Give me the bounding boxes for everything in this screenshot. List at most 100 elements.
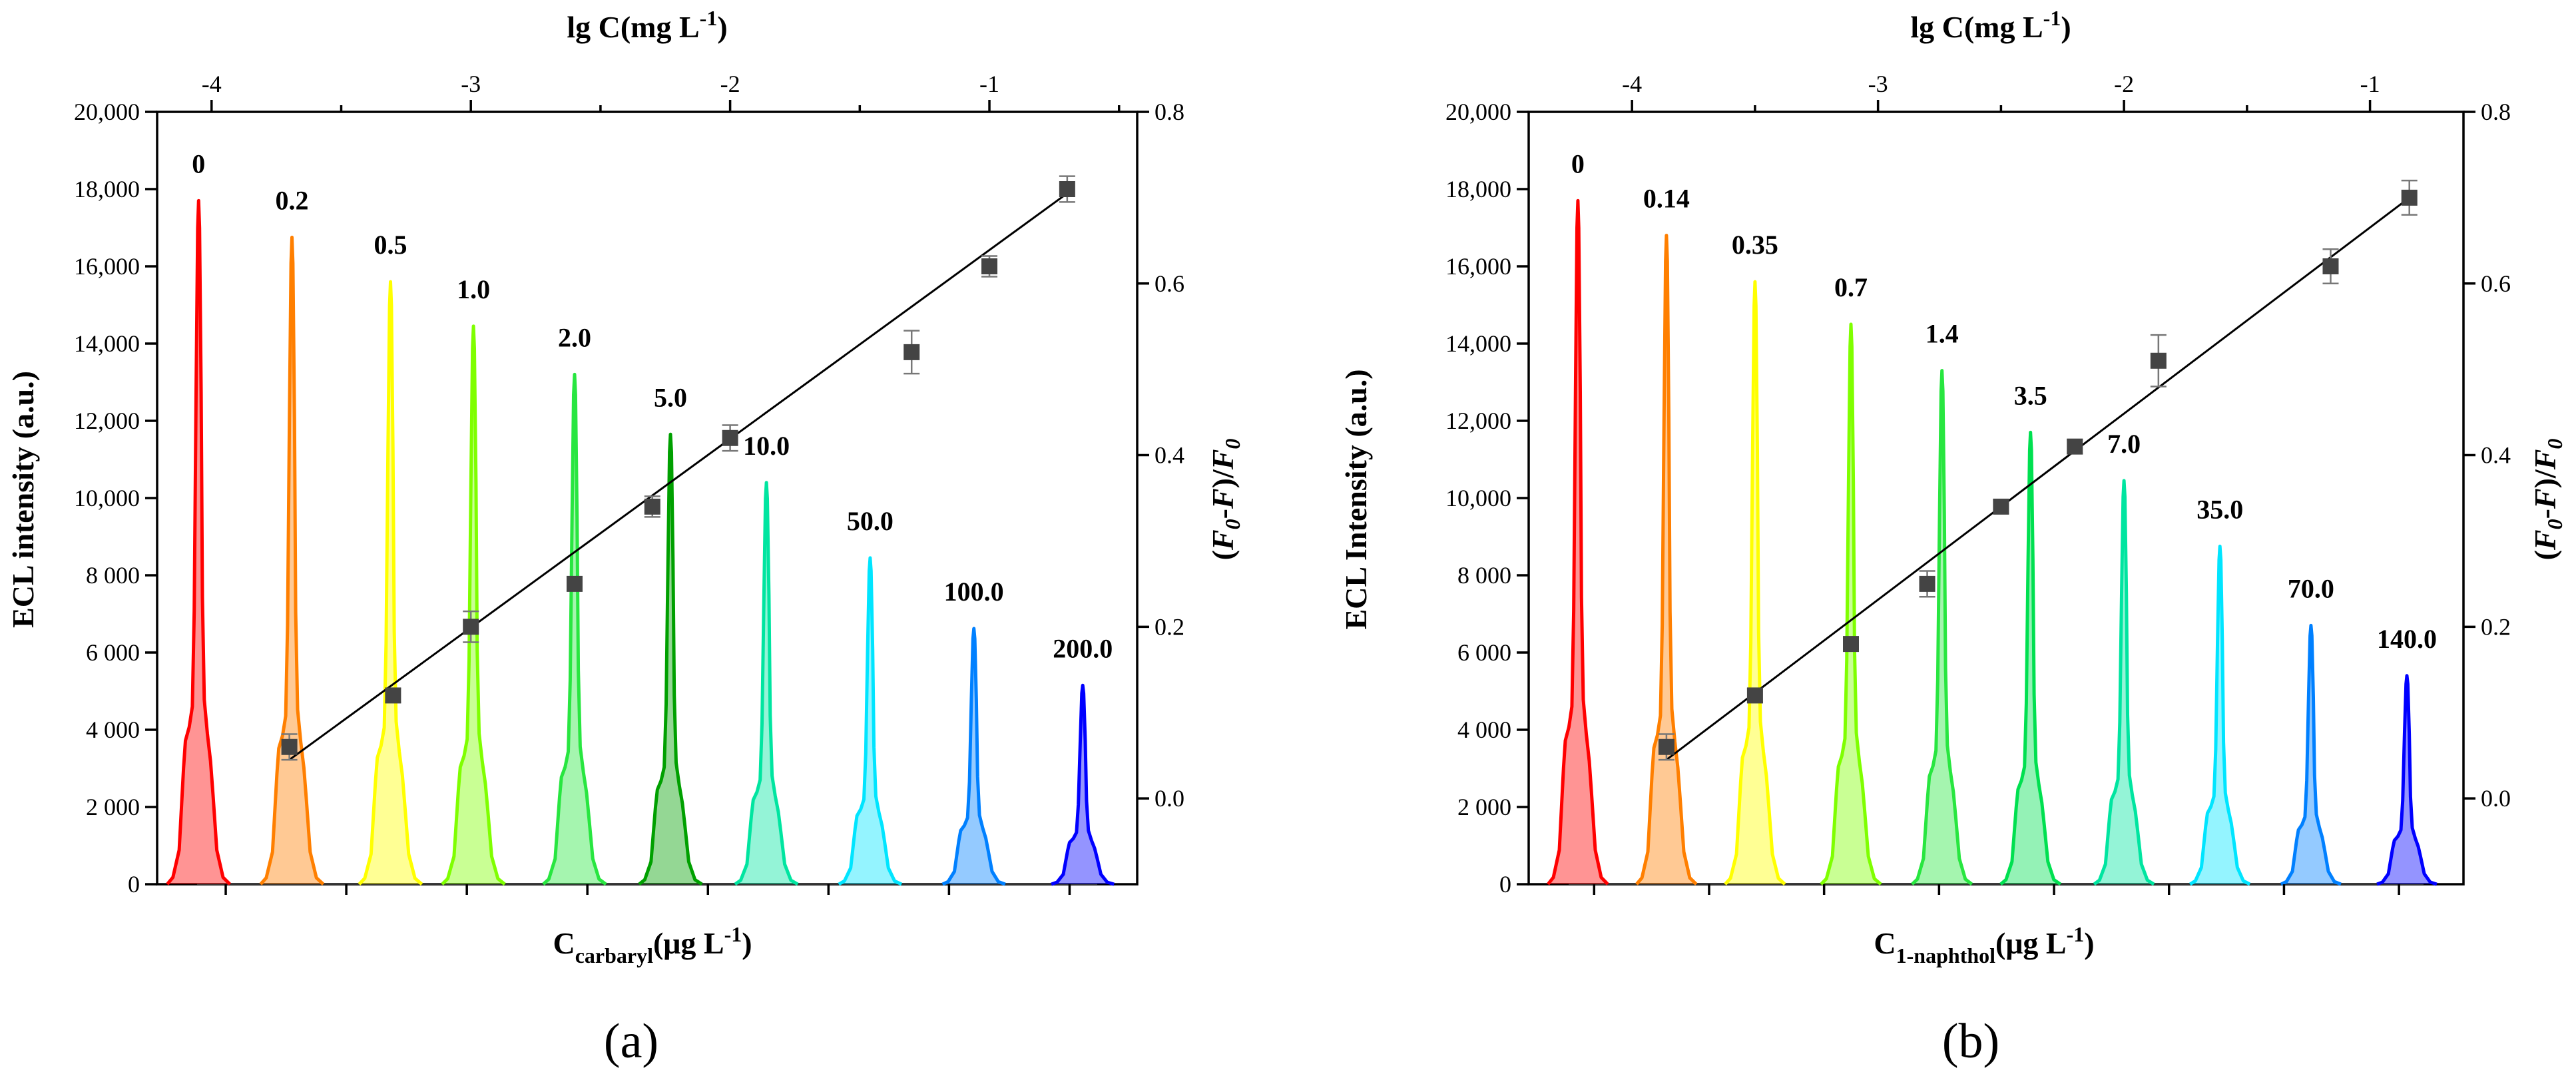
peak-curve <box>2093 479 2155 886</box>
y-tick-label-right: 0.6 <box>2481 270 2511 297</box>
peak-curve <box>1051 683 1115 886</box>
peak-curve <box>1999 430 2062 886</box>
y-tick-label-left: 10,000 <box>1445 485 1511 511</box>
peak-fill <box>2190 546 2250 884</box>
peak-concentration-label: 0.14 <box>1643 184 1690 214</box>
peak-curve <box>638 432 703 886</box>
peak-concentration-label: 0.35 <box>1732 230 1778 260</box>
y-tick-label-right: 0.4 <box>1155 442 1184 469</box>
peak-curve <box>358 280 423 886</box>
data-point <box>722 429 738 446</box>
x-tick-label-top: -4 <box>1622 71 1642 97</box>
y-tick-label-left: 0 <box>1499 871 1511 898</box>
data-point <box>281 738 298 755</box>
data-point <box>981 258 998 274</box>
peak-curve <box>1724 280 1786 886</box>
x-tick-label-top: -4 <box>202 71 222 97</box>
y-tick-label-left: 14,000 <box>74 330 140 357</box>
y-tick-label-left: 10,000 <box>74 485 140 511</box>
y-tick-label-left: 6 000 <box>86 639 140 666</box>
peak-fill <box>1051 685 1115 884</box>
peak-curve <box>259 236 325 886</box>
peak-fill <box>359 282 422 884</box>
y-axis-title-left-b: ECL Intensity (a.u.) <box>1339 369 1373 629</box>
y-tick-label-right: 0.2 <box>1155 613 1184 640</box>
peak-curve <box>1911 369 1973 886</box>
x-tick-label-top: -2 <box>720 71 740 97</box>
peak-concentration-label: 3.5 <box>2014 380 2047 410</box>
data-point <box>1658 738 1674 755</box>
data-point <box>2401 189 2418 206</box>
peak-concentration-label: 200.0 <box>1053 633 1113 663</box>
peak-concentration-label: 50.0 <box>847 506 894 536</box>
peak-fill <box>2094 480 2155 884</box>
y-tick-label-right: 0.0 <box>2481 785 2511 812</box>
peak-fill <box>735 482 798 884</box>
y-tick-label-left: 12,000 <box>74 407 140 434</box>
y-tick-label-right: 0.6 <box>1155 270 1184 297</box>
peak-curve <box>2376 674 2438 886</box>
y-tick-label-left: 4 000 <box>86 716 140 743</box>
peak-concentration-label: 0.7 <box>1834 272 1868 302</box>
y-tick-label-left: 0 <box>128 871 140 898</box>
x-tick-label-top: -2 <box>2114 71 2134 97</box>
fit-line-a <box>288 192 1068 761</box>
data-point <box>1919 575 1935 592</box>
axis-ticks-a: 0 2 000 4 000 6 000 8 000 10,000 12,000 14,000 1… <box>74 71 1184 898</box>
y-tick-label-right: 0.2 <box>2481 613 2511 640</box>
peak-concentration-label: 0 <box>1571 148 1585 178</box>
y-tick-label-left: 20,000 <box>1445 99 1511 125</box>
data-point <box>2322 258 2339 274</box>
data-point <box>1746 687 1763 704</box>
y-tick-label-right: 0.8 <box>1155 99 1184 125</box>
peak-curve <box>441 324 506 886</box>
peak-fill <box>942 629 1005 884</box>
data-point <box>644 498 660 515</box>
y-tick-label-left: 2 000 <box>86 794 140 820</box>
y-tick-label-left: 16,000 <box>74 253 140 280</box>
peak-fill <box>1912 370 1972 884</box>
peak-concentration-label: 35.0 <box>2196 495 2243 525</box>
y-tick-label-right: 0.4 <box>2481 442 2511 469</box>
data-point <box>1843 636 1860 653</box>
peak-fill <box>2281 625 2341 884</box>
peak-fill <box>639 434 702 884</box>
data-point <box>463 619 479 635</box>
peak-concentration-label: 2.0 <box>558 322 591 352</box>
chart-panel-b: 0 0.14 0.35 0.7 1.4 3.5 7.0 35.0 70.0 140.0 0 2 00… <box>1339 6 2567 1069</box>
peaks-b: 0 0.14 0.35 0.7 1.4 3.5 7.0 35.0 70.0 140.0 <box>1547 148 2438 886</box>
y-tick-label-right: 0.0 <box>1155 785 1184 812</box>
peak-concentration-label: 0.5 <box>374 230 407 260</box>
y-axis-title-right-a: (F0-F)/F0 <box>1206 439 1244 561</box>
peak-fill <box>1548 200 1608 884</box>
peak-fill <box>260 237 324 884</box>
peak-fill <box>442 326 505 884</box>
data-point <box>1993 498 2009 515</box>
y-tick-label-left: 4 000 <box>1457 716 1511 743</box>
peak-fill <box>1637 235 1696 885</box>
x-tick-label-top: -3 <box>461 71 481 97</box>
x-tick-label-top: -1 <box>979 71 999 97</box>
peak-concentration-label: 7.0 <box>2107 429 2141 459</box>
y-tick-label-left: 20,000 <box>74 99 140 125</box>
peak-curve <box>734 481 799 886</box>
y-tick-label-left: 14,000 <box>1445 330 1511 357</box>
peak-curve <box>2189 545 2251 886</box>
peak-fill <box>1821 324 1881 884</box>
y-tick-label-left: 12,000 <box>1445 407 1511 434</box>
x-axis-title-a: Ccarbaryl(μg L-1) <box>553 922 752 967</box>
data-point <box>2067 438 2083 455</box>
peak-curve <box>941 627 1006 886</box>
y-tick-label-left: 6 000 <box>1457 639 1511 666</box>
peak-concentration-label: 1.4 <box>1926 319 1959 349</box>
peaks-a: 0 0.2 0.5 1.0 2.0 5.0 10.0 50.0 100.0 200.0 <box>166 148 1115 886</box>
panel-label-a: (a) <box>604 1014 658 1069</box>
peak-concentration-label: 100.0 <box>944 577 1004 607</box>
peak-curve <box>1547 198 1609 886</box>
y-tick-label-left: 18,000 <box>74 176 140 202</box>
x-tick-label-top: -1 <box>2360 71 2380 97</box>
top-axis-title-b: lg C(mg L-1) <box>1910 6 2071 44</box>
peak-curve <box>1635 234 1698 886</box>
linear-fit-line <box>288 192 1068 761</box>
